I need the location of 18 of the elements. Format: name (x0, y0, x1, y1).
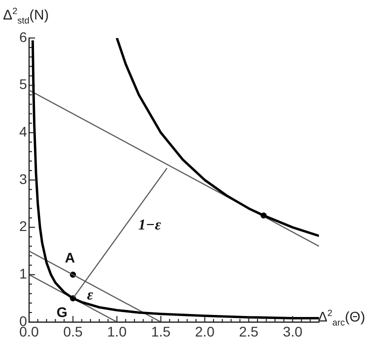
annotation: G (56, 304, 68, 320)
x-tick-label: 2.0 (195, 323, 215, 340)
annotation: ε (87, 288, 94, 304)
y-tick-label: 3 (19, 170, 28, 187)
y-tick-label: 5 (19, 76, 28, 92)
y-tick-label: 6 (19, 28, 28, 45)
y-tick-label: 2 (19, 218, 28, 234)
x-tick-label: 1.5 (151, 323, 171, 340)
x-tick-label: 0.5 (63, 323, 83, 340)
annotation: 1−ε (138, 217, 162, 234)
x-axis-title: Δ$^{2}$$_{arc}$(Θ) (318, 308, 366, 328)
x-tick-label: 3.0 (282, 323, 303, 340)
x-tick-label: 2.5 (238, 323, 259, 340)
y-tick-label: 4 (19, 124, 28, 140)
y-tick-label: 1 (19, 266, 28, 282)
annotation: A (64, 250, 75, 266)
y-axis-title: Δ$^{2}$$_{std}$(N) (3, 6, 49, 26)
x-tick-label: 1.0 (107, 323, 127, 340)
